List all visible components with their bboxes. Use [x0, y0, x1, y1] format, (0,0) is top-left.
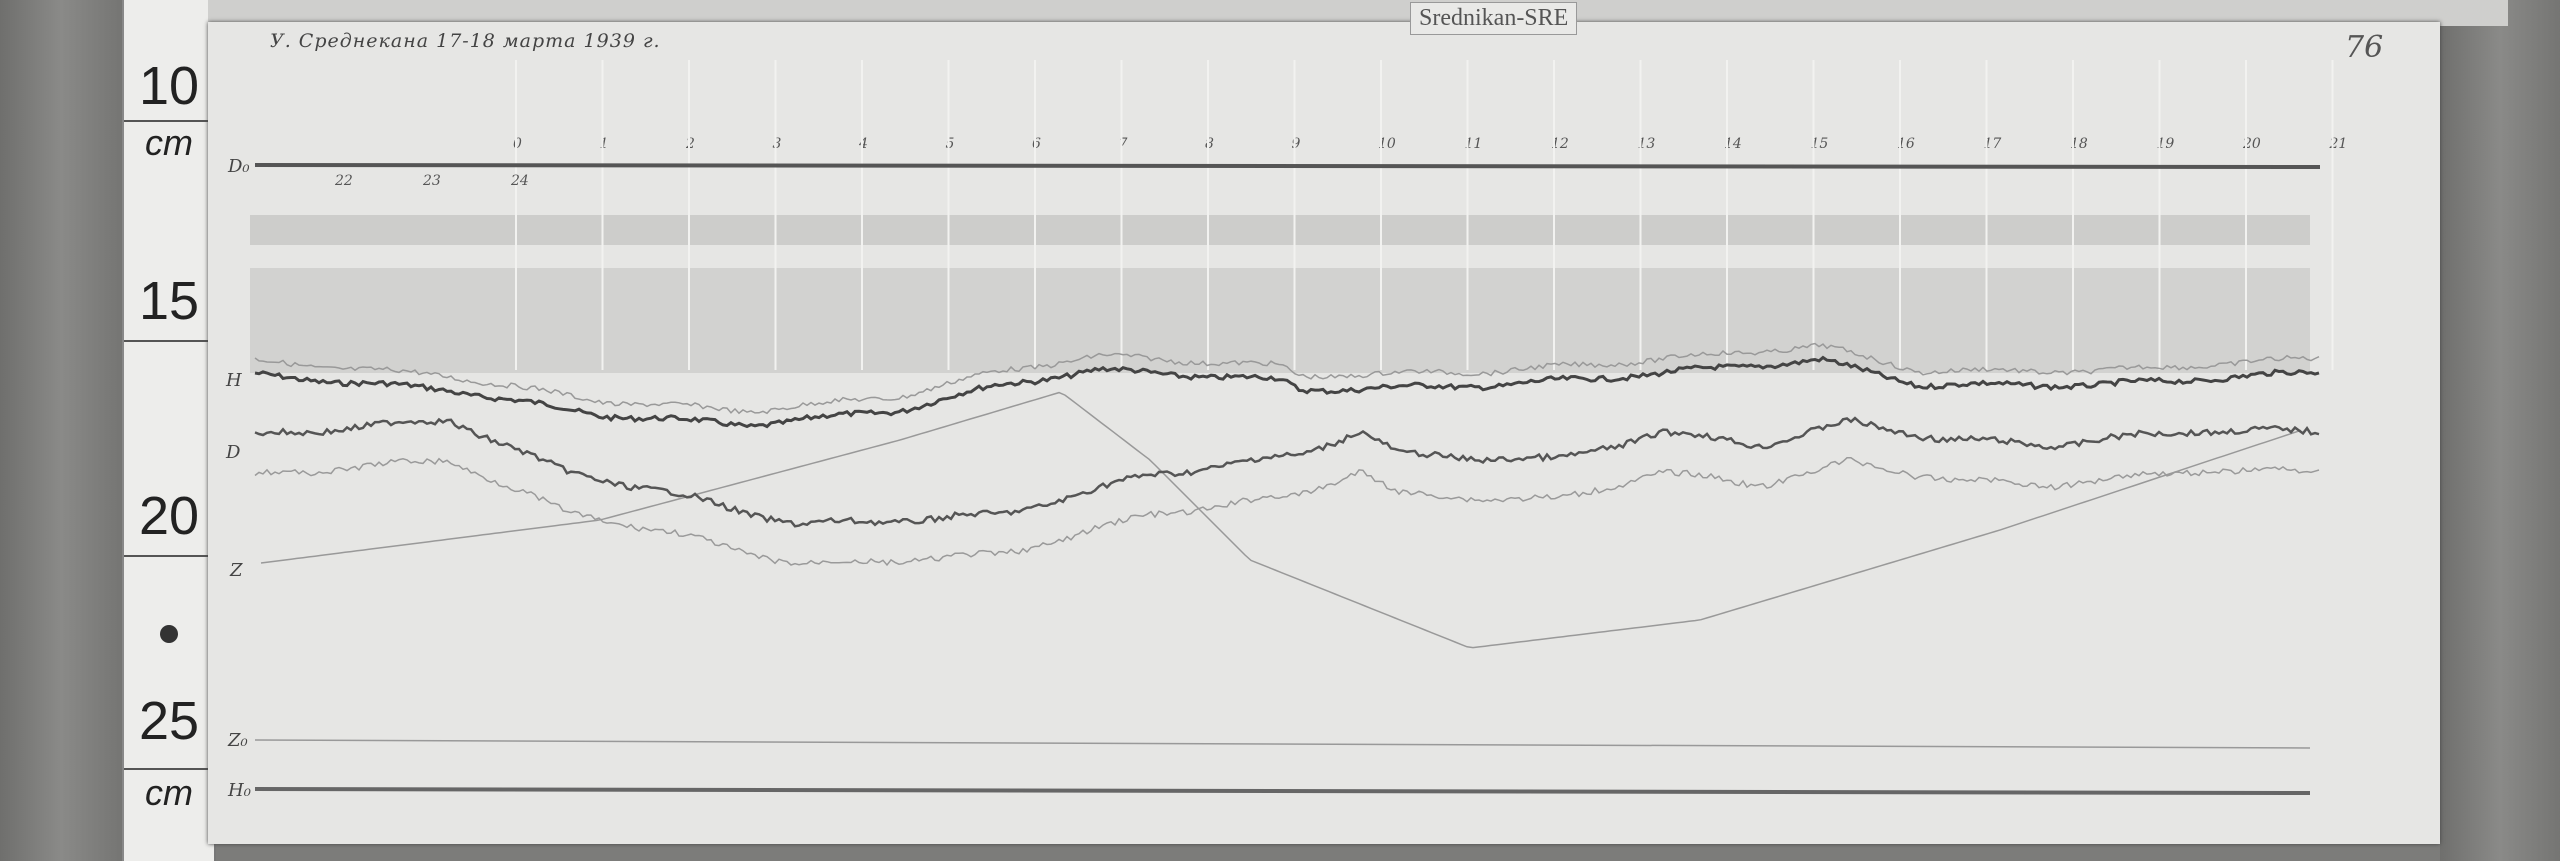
trace-label-h0: H₀ [227, 780, 251, 801]
hour-mark: 17 [1984, 136, 2002, 152]
hour-mark: 18 [2070, 136, 2088, 152]
ruler-label: 10 [138, 56, 200, 116]
trace-label-d0: D₀ [227, 156, 250, 177]
wood-background-left [0, 0, 122, 861]
station-label: Srednikan-SRE [1410, 2, 1578, 35]
trace-label-z: Z [229, 560, 243, 581]
z-trace [260, 391, 2302, 649]
ruler-label: cm [145, 772, 193, 813]
hour-mark-prev: 23 [422, 173, 441, 189]
ruler-label: 20 [138, 486, 200, 546]
ruler: 10 cm 15 20 25 cm [122, 0, 216, 861]
hour-mark: 19 [2157, 136, 2175, 152]
magnetogram-title: У. Среднекана 17-18 марта 1939 г. [270, 30, 661, 52]
hour-mark-prev: 22 [334, 173, 353, 189]
ruler-divider [124, 120, 214, 122]
hour-mark: 10 [1378, 136, 1396, 152]
hour-mark: 21 [2329, 136, 2348, 152]
hour-mark: 5 [946, 136, 955, 152]
hour-mark: 14 [1724, 136, 1742, 152]
ruler-label: cm [145, 122, 193, 163]
hour-mark: 0 [513, 136, 522, 152]
d-trace-shadow [254, 457, 2320, 567]
d-trace [254, 416, 2320, 528]
ruler-hole-dot [160, 625, 178, 643]
hour-mark: 6 [1032, 136, 1041, 152]
trace-label-h: H [225, 370, 242, 391]
trace-label-z0: Z₀ [227, 730, 248, 751]
hour-mark: 11 [1465, 136, 1483, 152]
paper-top-edge [208, 0, 2508, 26]
hour-mark: 15 [1811, 136, 1829, 152]
hour-mark-prev: 24 [510, 173, 529, 189]
ruler-divider [124, 555, 214, 557]
ruler-label: 15 [138, 271, 200, 331]
hour-mark: 9 [1292, 136, 1301, 152]
ruler-label: 25 [138, 691, 200, 751]
magnetogram-paper [208, 22, 2440, 844]
hour-mark: 13 [1638, 136, 1656, 152]
hour-mark: 1 [600, 136, 609, 152]
ruler-divider [124, 768, 214, 770]
h0-baseline [254, 787, 2311, 795]
hour-mark: 16 [1897, 136, 1915, 152]
d0-baseline [254, 163, 2321, 169]
hour-mark: 7 [1119, 136, 1128, 152]
h-trace [254, 355, 2320, 429]
hour-mark: 12 [1551, 136, 1569, 152]
hour-mark: 8 [1205, 136, 1214, 152]
exposure-band [250, 215, 2310, 245]
hour-mark: 20 [2242, 136, 2261, 152]
hour-mark: 3 [773, 136, 782, 152]
wood-background-right [2440, 0, 2560, 861]
page-number: 76 [2345, 30, 2384, 65]
exposure-band [250, 268, 2310, 373]
h-trace-shadow [254, 342, 2320, 415]
trace-label-d: D [225, 442, 241, 463]
z0-baseline [254, 739, 2311, 749]
ruler-divider [124, 340, 214, 342]
